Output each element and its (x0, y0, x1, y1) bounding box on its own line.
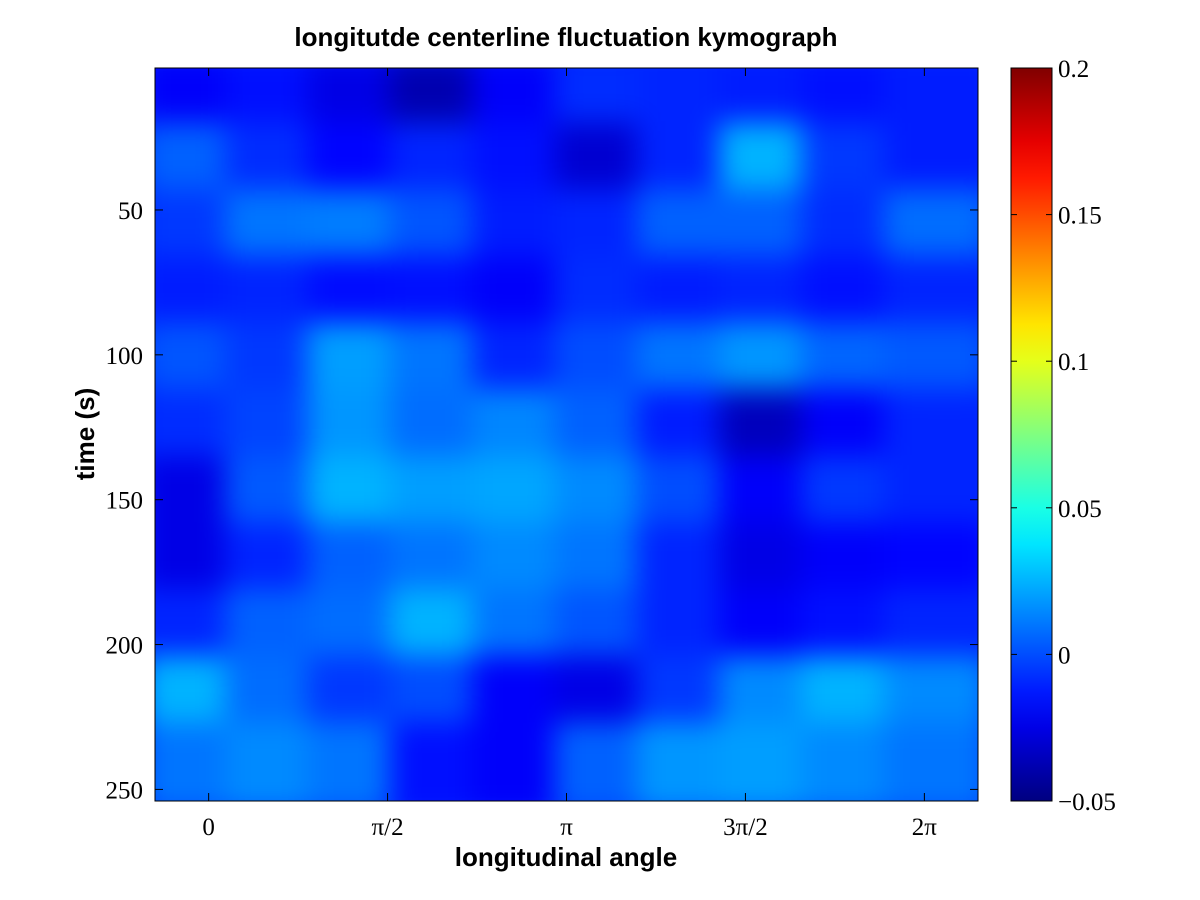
x-tick-label: 0 (202, 814, 215, 841)
x-tick-label: 3π/2 (723, 814, 768, 841)
colorbar-ticks: 0.2 0.15 0.1 0.05 0 −0.05 (1011, 56, 1116, 816)
heatmap-cell (883, 722, 978, 801)
y-tick-label: 100 (106, 343, 144, 370)
heatmap-area (155, 68, 978, 801)
y-tick-label: 200 (106, 633, 144, 660)
chart-title: longitutde centerline fluctuation kymogr… (294, 22, 837, 52)
y-axis-label: time (s) (70, 388, 100, 480)
y-tick-label: 50 (118, 198, 143, 225)
colorbar-tick-label: −0.05 (1058, 789, 1116, 816)
x-tick-label: π/2 (372, 814, 404, 841)
x-tick-label: 2π (912, 814, 938, 841)
x-tick-label: π (560, 814, 573, 841)
x-axis-label: longitudinal angle (455, 842, 677, 872)
colorbar-tick-label: 0.15 (1058, 203, 1102, 230)
colorbar-tick-label: 0.1 (1058, 349, 1089, 376)
heatmap-cells (155, 68, 978, 801)
colorbar-tick-label: 0.2 (1058, 56, 1089, 83)
colorbar (1010, 67, 1053, 802)
y-tick-label: 150 (106, 488, 144, 515)
colorbar-tick-label: 0 (1058, 642, 1071, 669)
y-tick-label: 250 (106, 777, 144, 804)
y-axis-ticks: 50 100 150 200 250 (106, 198, 978, 804)
colorbar-tick-label: 0.05 (1058, 496, 1102, 523)
x-axis-ticks: 0 π/2 π 3π/2 2π (202, 68, 937, 841)
